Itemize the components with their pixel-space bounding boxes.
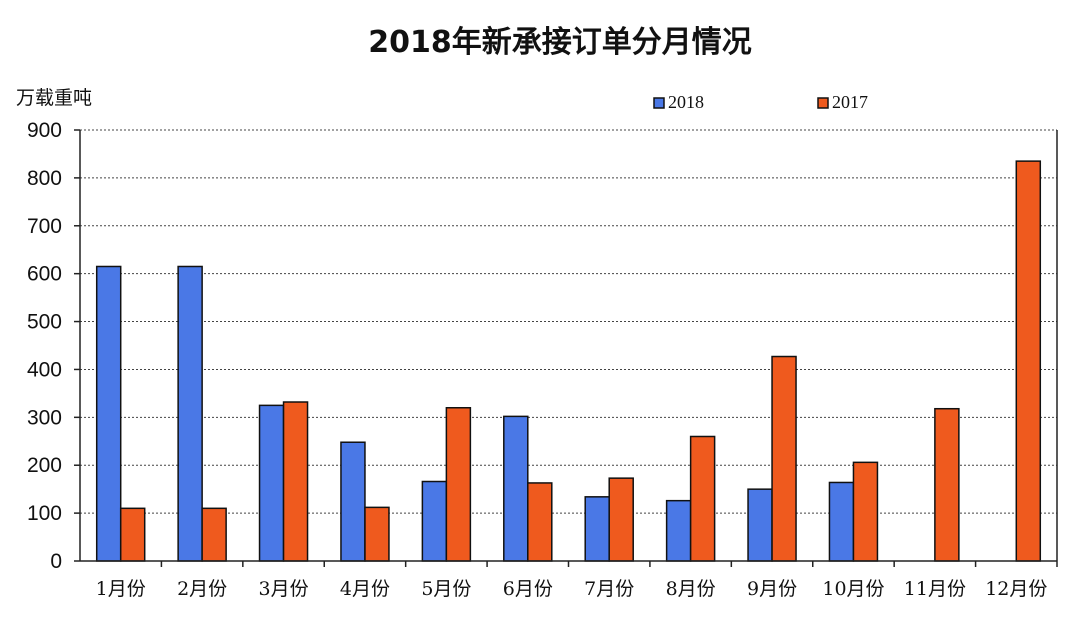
x-tick-label: 10月份 <box>822 578 884 600</box>
x-tick-label: 2月份 <box>177 578 227 600</box>
y-axis-label: 万载重吨 <box>16 87 92 109</box>
bar-2018-9 <box>747 488 773 562</box>
legend-label-2018: 2018 <box>668 92 704 112</box>
bar-2017-3 <box>282 401 309 562</box>
x-tick-label: 8月份 <box>666 578 716 600</box>
bar-2017-12 <box>1015 160 1042 562</box>
bar-2018-5 <box>421 480 448 562</box>
x-tick-label: 6月份 <box>503 578 553 600</box>
legend-label-2017: 2017 <box>832 92 868 112</box>
x-tick-label: 5月份 <box>421 578 471 600</box>
bar-2018-2 <box>177 265 203 562</box>
x-tick-label: 11月份 <box>904 578 966 600</box>
y-tick-label: 300 <box>27 406 62 429</box>
bar-2017-4 <box>364 506 390 562</box>
y-tick-label: 900 <box>27 119 62 142</box>
axes <box>74 129 1058 567</box>
y-tick-label: 700 <box>27 215 62 238</box>
bar-2017-9 <box>771 355 797 562</box>
bar-2017-1 <box>119 507 146 562</box>
x-tick-label: 3月份 <box>258 578 308 600</box>
y-tick-label: 200 <box>27 454 62 477</box>
x-tick-label: 12月份 <box>985 578 1047 600</box>
bar-2017-5 <box>445 407 472 562</box>
bars <box>95 160 1042 562</box>
legend-swatch-2018 <box>653 97 665 109</box>
x-tick-label: 4月份 <box>340 578 390 600</box>
bar-2018-10 <box>828 481 855 562</box>
bar-2018-1 <box>95 265 122 562</box>
bar-2018-7 <box>584 496 610 562</box>
bar-2018-4 <box>340 441 366 562</box>
bar-2018-3 <box>258 404 285 562</box>
x-axis-ticks: 1月份 2月份 3月份 4月份 5月份 6月份 7月份 8月份 9月份 10月份 11月份 12月份 <box>96 578 1048 600</box>
bar-2018-6 <box>503 415 529 562</box>
bar-2017-2 <box>201 507 227 562</box>
y-axis-ticks: 0 100 200 300 400 500 600 700 800 900 <box>27 119 62 573</box>
x-tick-label: 9月份 <box>747 578 797 600</box>
y-tick-label: 100 <box>27 502 62 525</box>
legend-swatch-2017 <box>817 97 829 109</box>
gridlines <box>80 129 1057 514</box>
y-tick-label: 800 <box>27 167 62 190</box>
bar-2017-6 <box>527 482 553 562</box>
x-tick-label: 1月份 <box>96 578 146 600</box>
y-tick-label: 0 <box>50 550 62 573</box>
y-tick-label: 600 <box>27 263 62 286</box>
bar-2017-7 <box>608 477 634 562</box>
y-tick-label: 500 <box>27 311 62 334</box>
bar-2017-8 <box>689 435 716 562</box>
bar-2017-11 <box>934 407 960 562</box>
x-tick-label: 7月份 <box>584 578 634 600</box>
legend: 2018 2017 <box>653 92 868 112</box>
chart-title: 2018年新承接订单分月情况 <box>368 25 752 60</box>
y-tick-label: 400 <box>27 358 62 381</box>
bar-2018-8 <box>665 499 692 562</box>
bar-2017-10 <box>852 461 879 562</box>
